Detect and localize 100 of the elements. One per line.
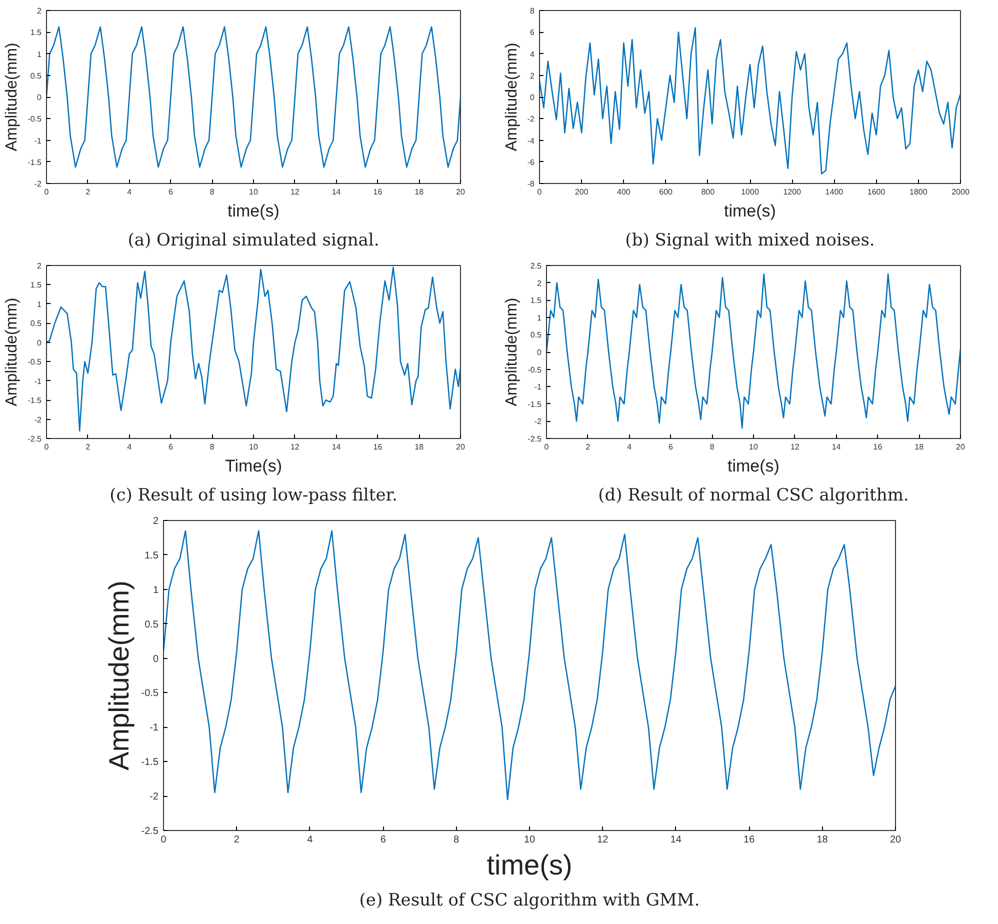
y-tick-label: 0 (530, 93, 536, 102)
x-tick-label: 400 (617, 188, 631, 196)
y-tick-label: 1.5 (530, 296, 542, 306)
y-axis-title: Amplitude(mm) (4, 42, 21, 152)
x-tick-label: 16 (744, 834, 756, 846)
x-tick-label: 1600 (867, 188, 886, 196)
y-tick-label: -1 (150, 722, 159, 734)
x-tick-label: 600 (659, 188, 674, 196)
y-tick-label: 0 (537, 348, 542, 357)
x-tick-label: 10 (249, 188, 258, 196)
y-tick-label: -2 (34, 180, 42, 188)
x-axis-title: Time(s) (225, 456, 282, 476)
x-tick-label: 200 (574, 188, 589, 196)
x-tick-label: 10 (249, 442, 258, 452)
y-tick-label: -1 (34, 376, 42, 386)
x-tick-label: 4 (627, 442, 632, 452)
y-tick-label: -2 (534, 417, 542, 426)
y-tick-label: -2.5 (141, 826, 159, 837)
y-tick-label: 0.5 (30, 71, 42, 80)
x-tick-label: 800 (701, 188, 716, 196)
y-tick-label: 6 (530, 28, 536, 38)
y-tick-label: 2 (37, 6, 42, 16)
line-series (46, 26, 460, 168)
y-tick-label: -0.5 (28, 114, 42, 124)
x-tick-label: 20 (890, 834, 902, 846)
y-axis-title: Amplitude(mm) (103, 580, 134, 770)
line-series (546, 274, 960, 429)
x-tick-label: 8 (454, 834, 460, 846)
x-tick-label: 18 (414, 442, 424, 452)
x-tick-label: 0 (44, 442, 50, 452)
x-tick-label: 16 (873, 442, 883, 452)
x-tick-label: 4 (127, 442, 132, 452)
y-tick-label: 0 (37, 338, 42, 348)
x-axis-title: time(s) (486, 850, 572, 880)
y-tick-label: 1 (537, 313, 542, 322)
x-tick-label: 10 (749, 442, 758, 452)
x-tick-label: 16 (373, 188, 383, 196)
text: (a) Original simulated signal. (128, 230, 380, 250)
y-tick-label: 2 (152, 516, 159, 527)
x-tick-label: 4 (127, 188, 132, 196)
y-tick-label: 1.5 (144, 550, 159, 562)
x-tick-label: 6 (168, 188, 174, 196)
x-tick-label: 2 (86, 188, 91, 196)
y-tick-label: -0.5 (528, 365, 542, 374)
text: (d) Result of normal CSC algorithm. (598, 486, 909, 506)
x-axis-title: time(s) (728, 456, 780, 476)
y-tick-label: 2 (37, 262, 42, 270)
x-tick-label: 2000 (952, 188, 970, 196)
x-tick-label: 0 (544, 442, 550, 452)
x-tick-label: 2 (586, 442, 591, 452)
x-tick-label: 20 (456, 188, 466, 196)
y-tick-label: 1.5 (30, 28, 42, 38)
y-tick-label: -1.5 (28, 396, 42, 406)
y-tick-label: 2.5 (530, 262, 542, 270)
x-tick-label: 18 (816, 834, 828, 846)
y-tick-label: 1 (152, 584, 159, 596)
x-tick-label: 14 (670, 834, 682, 846)
y-tick-label: -1.5 (141, 757, 159, 768)
y-tick-label: -6 (527, 158, 536, 167)
line-series (540, 27, 960, 174)
y-tick-label: 0.5 (530, 330, 542, 340)
x-tick-label: 2 (234, 834, 240, 846)
x-axis-title: time(s) (724, 202, 776, 220)
x-tick-label: 12 (290, 188, 300, 196)
x-tick-label: 14 (332, 442, 342, 452)
x-tick-label: 2 (86, 442, 91, 452)
y-tick-label: 1 (37, 300, 42, 309)
x-axis-title: time(s) (228, 202, 280, 220)
x-tick-label: 0 (44, 188, 50, 196)
y-tick-label: 4 (530, 50, 536, 59)
text: (e) Result of CSC algorithm with GMM. (359, 890, 700, 910)
x-tick-label: 6 (380, 834, 386, 846)
y-tick-label: 2 (537, 278, 542, 288)
y-tick-label: 2 (530, 71, 536, 80)
text: (b) Signal with mixed noises. (625, 230, 875, 250)
x-tick-label: 0 (160, 834, 167, 846)
y-tick-label: -2 (527, 114, 536, 124)
y-tick-label: -2 (34, 415, 42, 424)
x-tick-label: 12 (290, 442, 300, 452)
y-tick-label: 0 (37, 93, 42, 102)
x-tick-label: 14 (332, 188, 342, 196)
line-series (164, 530, 896, 800)
x-tick-label: 6 (168, 442, 174, 452)
y-axis-title: Amplitude(mm) (503, 42, 520, 152)
y-tick-label: -4 (527, 136, 536, 146)
y-tick-label: -1 (34, 136, 42, 146)
x-tick-label: 8 (210, 442, 215, 452)
y-tick-label: 1.5 (30, 280, 42, 290)
text: (c) Result of using low-pass filter. (110, 486, 398, 506)
x-tick-label: 18 (914, 442, 924, 452)
x-tick-label: 8 (710, 442, 715, 452)
y-tick-label: -1.5 (528, 400, 542, 409)
y-tick-label: 0.5 (30, 319, 42, 328)
y-tick-label: -2 (150, 792, 159, 803)
x-tick-label: 12 (790, 442, 800, 452)
x-tick-label: 12 (597, 834, 609, 846)
x-tick-label: 18 (414, 188, 424, 196)
y-tick-label: -2.5 (528, 434, 542, 444)
y-tick-label: -2.5 (28, 434, 42, 444)
x-tick-label: 6 (668, 442, 674, 452)
